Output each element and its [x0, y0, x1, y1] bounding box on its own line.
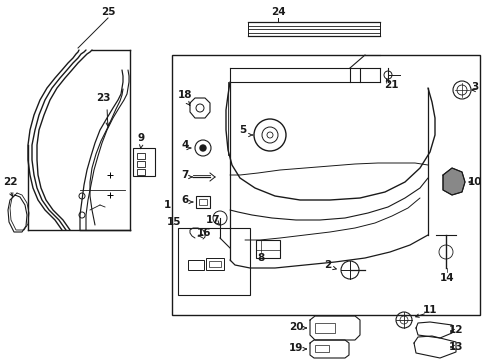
Text: 23: 23 — [96, 93, 110, 103]
Bar — [187, 260, 203, 270]
Text: 20: 20 — [288, 322, 303, 332]
Text: 1: 1 — [163, 200, 170, 210]
Text: 16: 16 — [196, 228, 211, 238]
Bar — [314, 345, 328, 352]
Bar — [199, 199, 206, 205]
Text: 13: 13 — [448, 342, 462, 352]
Text: 14: 14 — [439, 273, 453, 283]
Text: 11: 11 — [422, 305, 436, 315]
Text: 15: 15 — [166, 217, 181, 227]
Text: 18: 18 — [177, 90, 192, 100]
Text: 2: 2 — [324, 260, 331, 270]
Text: 22: 22 — [3, 177, 17, 187]
Text: 3: 3 — [470, 82, 478, 92]
Text: 24: 24 — [270, 7, 285, 17]
Text: 21: 21 — [383, 80, 397, 90]
Text: 10: 10 — [467, 177, 481, 187]
Circle shape — [200, 145, 205, 151]
Text: 19: 19 — [288, 343, 303, 353]
Bar — [172, 55, 479, 315]
Bar — [137, 153, 145, 159]
Bar — [205, 258, 224, 270]
Text: 17: 17 — [205, 215, 220, 225]
Text: 7: 7 — [181, 170, 188, 180]
Text: 5: 5 — [239, 125, 246, 135]
Text: 4: 4 — [181, 140, 188, 150]
Bar — [137, 161, 145, 167]
Bar — [137, 169, 145, 175]
Text: 6: 6 — [181, 195, 188, 205]
Bar — [133, 148, 155, 176]
Text: 8: 8 — [257, 253, 264, 263]
Text: 9: 9 — [137, 133, 144, 143]
Bar — [208, 261, 221, 267]
Bar — [178, 228, 249, 295]
Polygon shape — [442, 168, 464, 195]
Bar — [196, 196, 209, 208]
Bar — [256, 240, 280, 258]
Text: 12: 12 — [448, 325, 462, 335]
Text: 25: 25 — [101, 7, 115, 17]
Bar — [314, 323, 334, 333]
